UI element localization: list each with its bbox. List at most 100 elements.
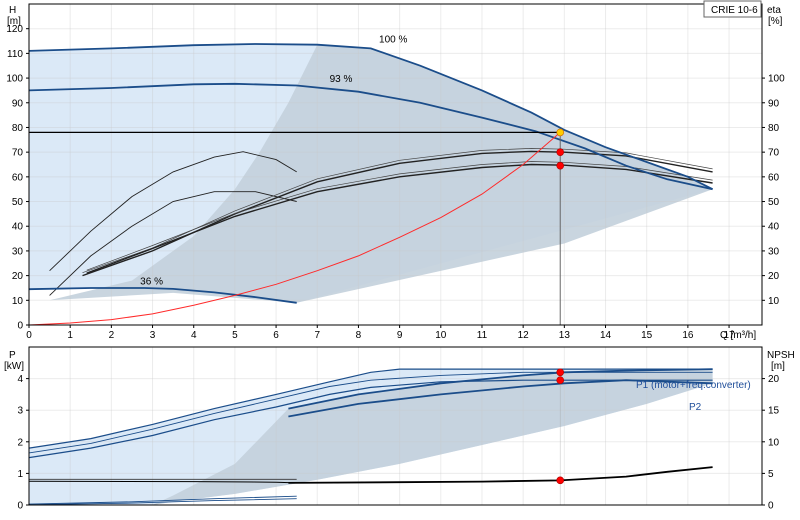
npsh-tick-label: 10: [768, 437, 780, 448]
power-curve-7: [28, 498, 297, 506]
duty-point-marker: [556, 128, 565, 137]
operating-point-marker: [556, 376, 565, 384]
head-curves: [28, 43, 714, 304]
head-tick-label: 60: [12, 172, 24, 183]
head-curve-labels: 100 % 93 % 36 %: [140, 34, 407, 287]
head-tick-label: 90: [12, 98, 24, 109]
flow-tick-label: 17: [723, 330, 735, 341]
eta-tick-label: 90: [768, 98, 780, 109]
eta-tick-label: 80: [768, 123, 780, 134]
eta-tick-label: 30: [768, 246, 780, 257]
eta-tick-label: 20: [768, 271, 780, 282]
head-tick-label: 120: [6, 24, 23, 35]
efficiency-curves: [49, 148, 713, 296]
head-tick-label: 110: [7, 49, 23, 60]
pump-model-box: [703, 0, 762, 18]
eta-axis-label: eta: [767, 5, 781, 16]
efficiency-curve-4-outline: [86, 161, 713, 271]
flow-tick-label: 15: [641, 330, 653, 341]
efficiency-curve-2: [49, 151, 297, 272]
flow-tick-label: 5: [232, 330, 238, 341]
power-curve-5: [288, 379, 713, 418]
flow-tick-label: 2: [109, 330, 115, 341]
flow-tick-label: 13: [559, 330, 571, 341]
lower-operating-points: [556, 368, 565, 505]
head-axis-label: H: [9, 5, 16, 16]
flow-tick-label: 0: [26, 330, 32, 341]
head-tick-label: 0: [17, 321, 23, 332]
power-axis-unit: [kW]: [4, 361, 24, 372]
lower-plot-frame: [28, 346, 763, 506]
head-curve-3: [28, 287, 297, 304]
head-tick-label: 70: [12, 148, 24, 159]
power-tick-label: 2: [17, 437, 23, 448]
head-tick-label: 40: [12, 222, 24, 233]
eta-tick-label: 40: [768, 222, 780, 233]
npsh-tick-label: 5: [768, 469, 774, 480]
head-curve-1: [28, 43, 714, 191]
flow-tick-label: 11: [477, 330, 488, 341]
flow-axis-label: Q [m³/h]: [720, 330, 756, 341]
npsh-tick-label: 0: [768, 501, 774, 512]
upper-plot-frame: [28, 3, 763, 326]
power-axis-ticks: 0 1 2 3 4: [17, 374, 29, 512]
upper-operating-regions: [29, 44, 713, 303]
power-tick-label: 1: [17, 469, 23, 480]
npsh-curve-1: [28, 480, 297, 484]
power-curve-2: [28, 379, 713, 459]
power-tick-label: 3: [17, 406, 23, 417]
p2-series-label: P2: [689, 402, 702, 413]
eta-tick-label: 100: [768, 74, 785, 85]
efficiency-curve-1: [49, 191, 297, 296]
flow-tick-label: 1: [67, 330, 73, 341]
head-tick-label: 50: [12, 197, 24, 208]
flow-tick-label: 12: [518, 330, 530, 341]
eta-tick-label: 50: [768, 197, 780, 208]
npsh-axis-label: NPSH: [767, 350, 795, 361]
eta-axis-unit: [%]: [768, 16, 783, 27]
power-curve-1: [28, 368, 713, 449]
npsh-tick-label: 20: [768, 374, 780, 385]
pump-model-legend: CRIE 10-6: [703, 0, 762, 18]
operating-point-marker: [556, 368, 565, 377]
operating-point-marker: [556, 476, 565, 485]
efficiency-curve-4: [86, 163, 713, 274]
operating-point-marker: [556, 161, 565, 170]
head-tick-label: 100: [6, 74, 23, 85]
power-grey-region: [152, 369, 713, 505]
flow-tick-label: 6: [273, 330, 279, 341]
power-axis-label: P: [9, 350, 16, 361]
head-axis-unit: [m]: [7, 16, 21, 27]
head-tick-label: 20: [12, 271, 24, 282]
flow-tick-label: 9: [397, 330, 403, 341]
head-tick-label: 30: [12, 246, 24, 257]
head-tick-label: 80: [12, 123, 24, 134]
upper-operating-points: [556, 128, 565, 170]
npsh-axis-ticks: 0 5 10 15 20: [762, 374, 780, 512]
pump-model-label: CRIE 10-6: [711, 5, 758, 16]
head-curve-label: 93 %: [330, 74, 353, 85]
npsh-axis-unit: [m]: [771, 361, 785, 372]
flow-tick-label: 3: [150, 330, 156, 341]
flow-tick-label: 4: [191, 330, 197, 341]
operating-point-marker: [556, 148, 565, 156]
head-curve-label: 36 %: [140, 276, 163, 287]
power-curve-6: [28, 495, 297, 505]
head-curve-2: [28, 82, 713, 191]
head-axis-ticks: 0 10 20 30 40 50 60 70 80 90 100 110 120: [6, 24, 29, 332]
power-tick-label: 0: [17, 501, 23, 512]
head-tick-label: 10: [12, 296, 24, 307]
power-curves: [28, 368, 713, 506]
eta-tick-label: 60: [768, 172, 780, 183]
flow-tick-label: 10: [435, 330, 447, 341]
system-curve: [28, 132, 561, 326]
head-curve-label: 100 %: [379, 34, 407, 45]
flow-tick-label: 7: [314, 330, 320, 341]
power-curve-3: [28, 371, 713, 454]
flow-axis-ticks: 0 1 2 3 4 5 6 7 8 9 10 11 12 13 14 15 16 17: [26, 325, 735, 341]
power-curve-4: [288, 368, 713, 410]
upper-grid: [28, 4, 762, 326]
flow-tick-label: 16: [682, 330, 694, 341]
